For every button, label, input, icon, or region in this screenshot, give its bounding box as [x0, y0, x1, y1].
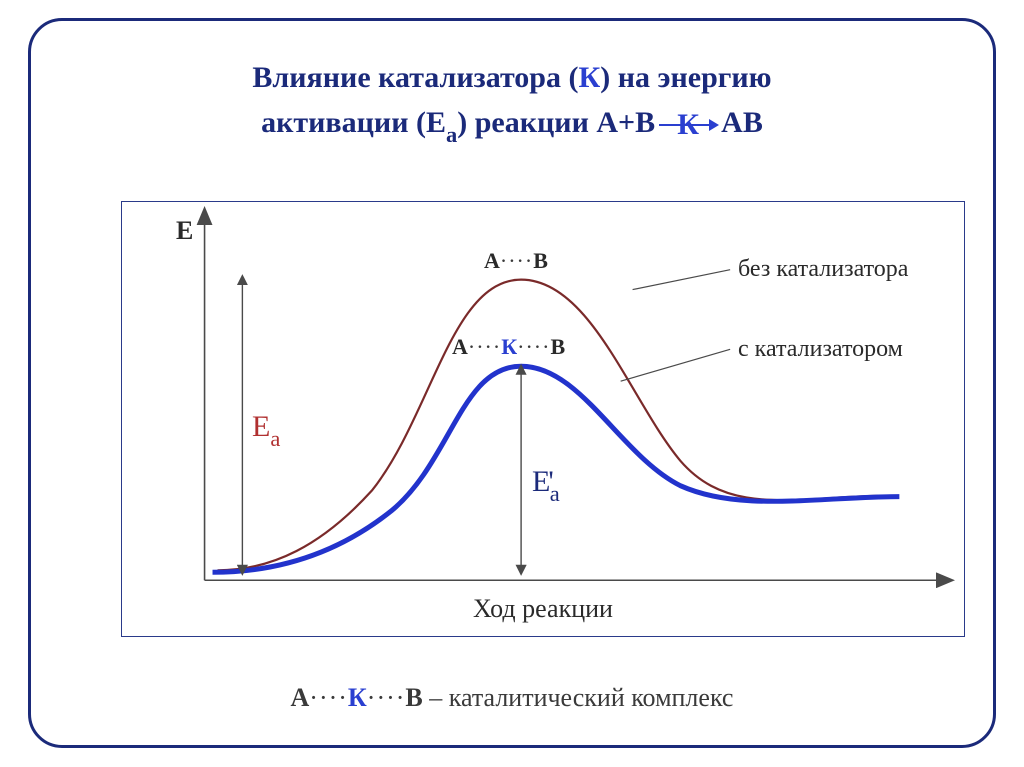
reaction-arrow-head [709, 119, 719, 131]
ea-a: а [270, 426, 280, 451]
title-text: ) на энергию [600, 61, 771, 94]
title-line-1: Влияние катализатора (К) на энергию [31, 55, 993, 100]
peak1-dots: ···· [500, 248, 533, 273]
peak1-b: В [533, 248, 548, 273]
y-axis-label: Е [176, 216, 193, 246]
reaction-lhs: А+В [596, 106, 655, 139]
pointer-with-catalyst [621, 349, 730, 381]
ea-prime-label: Е'а [532, 465, 566, 504]
curve-without-catalyst [218, 280, 890, 571]
peak1-a: А [484, 248, 500, 273]
ea-label: Еа [252, 410, 280, 449]
label-with-catalyst: с катализатором [738, 336, 903, 363]
title-ea-e: Е [426, 106, 446, 139]
peak2-k: К [501, 334, 517, 359]
x-axis-label: Ход реакции [122, 594, 964, 624]
peak2-dots: ···· [468, 334, 501, 359]
reaction-rhs: АВ [721, 106, 763, 139]
title-text: ) реакции [457, 106, 596, 139]
chart-box: Е Ход реакции без катализатора с катализ… [121, 201, 965, 637]
reaction-arrow-line [659, 124, 717, 126]
peak2-dots: ···· [517, 334, 550, 359]
footer-a: А [291, 683, 310, 712]
peak2-a: А [452, 334, 468, 359]
title-ea-a: а [446, 122, 457, 147]
peak-label-akb: А····К····В [452, 334, 565, 360]
footer-tail: – каталитический комплекс [423, 683, 734, 712]
title-block: Влияние катализатора (К) на энергию акти… [31, 55, 993, 149]
title-text: активации ( [261, 106, 426, 139]
footer-dots: ···· [309, 683, 348, 712]
footer-b: В [405, 683, 422, 712]
label-without-catalyst: без катализатора [738, 256, 908, 283]
reaction-arrow: К [659, 124, 717, 126]
footer-caption: А····К····В – каталитический комплекс [31, 683, 993, 713]
pointer-no-catalyst [633, 270, 731, 290]
title-text: Влияние катализатора ( [252, 61, 578, 94]
outer-frame: Влияние катализатора (К) на энергию акти… [28, 18, 996, 748]
footer-dots: ···· [367, 683, 406, 712]
peak-label-ab: А····В [484, 248, 548, 274]
title-line-2: активации (Еа) реакции А+В К АВ [31, 100, 993, 149]
footer-k: К [348, 683, 367, 712]
eap-a: а [550, 481, 560, 506]
peak2-b: В [550, 334, 565, 359]
ea-e: Е [252, 410, 270, 443]
title-k-letter: К [578, 61, 600, 94]
